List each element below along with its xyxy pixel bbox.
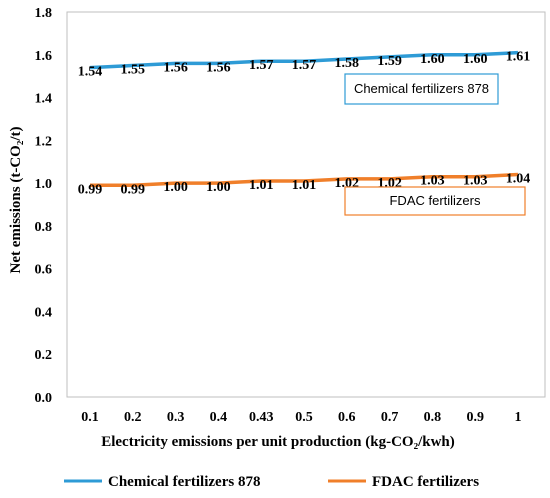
x-tick-label: 0.8 <box>424 410 442 425</box>
y-tick-label: 1.4 <box>35 92 53 107</box>
data-label: 0.99 <box>78 182 103 197</box>
annotation-text-fdac: FDAC fertilizers <box>389 193 481 208</box>
data-label: 1.00 <box>163 180 188 195</box>
legend-label-chemical: Chemical fertilizers 878 <box>108 474 260 490</box>
annotation-text-chemical: Chemical fertilizers 878 <box>354 81 489 96</box>
legend-label-fdac: FDAC fertilizers <box>372 474 479 490</box>
series-line-chemical <box>89 50 519 70</box>
data-label: 1.61 <box>506 50 531 65</box>
series-lines <box>89 50 519 187</box>
y-tick-label: 0.6 <box>35 263 53 278</box>
data-label: 1.56 <box>163 60 188 75</box>
x-tick-label: 0.9 <box>466 410 484 425</box>
y-tick-label: 1.8 <box>35 6 53 21</box>
data-label: 1.04 <box>506 172 531 187</box>
data-label: 1.58 <box>335 56 360 71</box>
annotation-fdac: FDAC fertilizers <box>344 186 526 216</box>
x-tick-label: 0.1 <box>81 410 99 425</box>
data-label: 1.57 <box>292 58 317 73</box>
x-tick-label: 0.4 <box>210 410 228 425</box>
data-label: 1.00 <box>206 180 231 195</box>
x-axis-ticks: 0.1 0.2 0.3 0.4 0.43 0.5 0.6 0.7 0.8 0.9 1 <box>81 410 521 425</box>
annotation-box-fdac <box>344 186 526 216</box>
annotation-chemical: Chemical fertilizers 878 <box>344 73 499 105</box>
x-tick-label: 0.6 <box>338 410 356 425</box>
data-label: 1.59 <box>377 54 402 69</box>
data-label: 1.01 <box>292 178 317 193</box>
y-tick-label: 1.0 <box>35 177 53 192</box>
data-label: 0.99 <box>121 182 146 197</box>
annotation-box-chemical <box>344 73 499 105</box>
data-label: 1.03 <box>420 174 445 189</box>
y-tick-label: 1.6 <box>35 49 53 64</box>
data-label: 1.55 <box>121 62 146 77</box>
x-axis-title: Electricity emissions per unit productio… <box>101 434 455 450</box>
y-tick-label: 0.4 <box>35 305 53 320</box>
data-label: 1.01 <box>249 178 274 193</box>
y-axis-ticks: 0.0 0.2 0.4 0.6 0.8 1.0 1.2 1.4 1.6 1.8 <box>35 6 53 406</box>
y-axis-title: Net emissions (t-CO₂/t) <box>8 127 24 274</box>
data-label: 1.03 <box>463 174 488 189</box>
data-label: 1.54 <box>78 65 103 80</box>
x-tick-label: 0.7 <box>381 410 399 425</box>
plot-frame <box>66 11 546 398</box>
y-tick-label: 0.0 <box>35 391 53 406</box>
y-tick-label: 0.2 <box>35 348 53 363</box>
data-label: 1.56 <box>206 60 231 75</box>
x-tick-label: 0.2 <box>124 410 142 425</box>
data-label: 1.60 <box>463 52 488 67</box>
x-tick-label: 0.3 <box>167 410 185 425</box>
x-tick-label: 0.5 <box>295 410 313 425</box>
data-label: 1.60 <box>420 52 445 67</box>
data-label: 1.57 <box>249 58 274 73</box>
x-tick-label: 1 <box>515 410 522 425</box>
x-tick-label: 0.43 <box>249 410 274 425</box>
y-tick-label: 1.2 <box>35 134 53 149</box>
legend: Chemical fertilizers 878 FDAC fertilizer… <box>64 474 479 490</box>
series-line-fdac <box>90 172 519 187</box>
y-tick-label: 0.8 <box>35 220 53 235</box>
data-labels: 1.54 1.55 1.56 1.56 1.57 1.57 1.58 1.59 1.60 1.60… <box>78 50 531 198</box>
